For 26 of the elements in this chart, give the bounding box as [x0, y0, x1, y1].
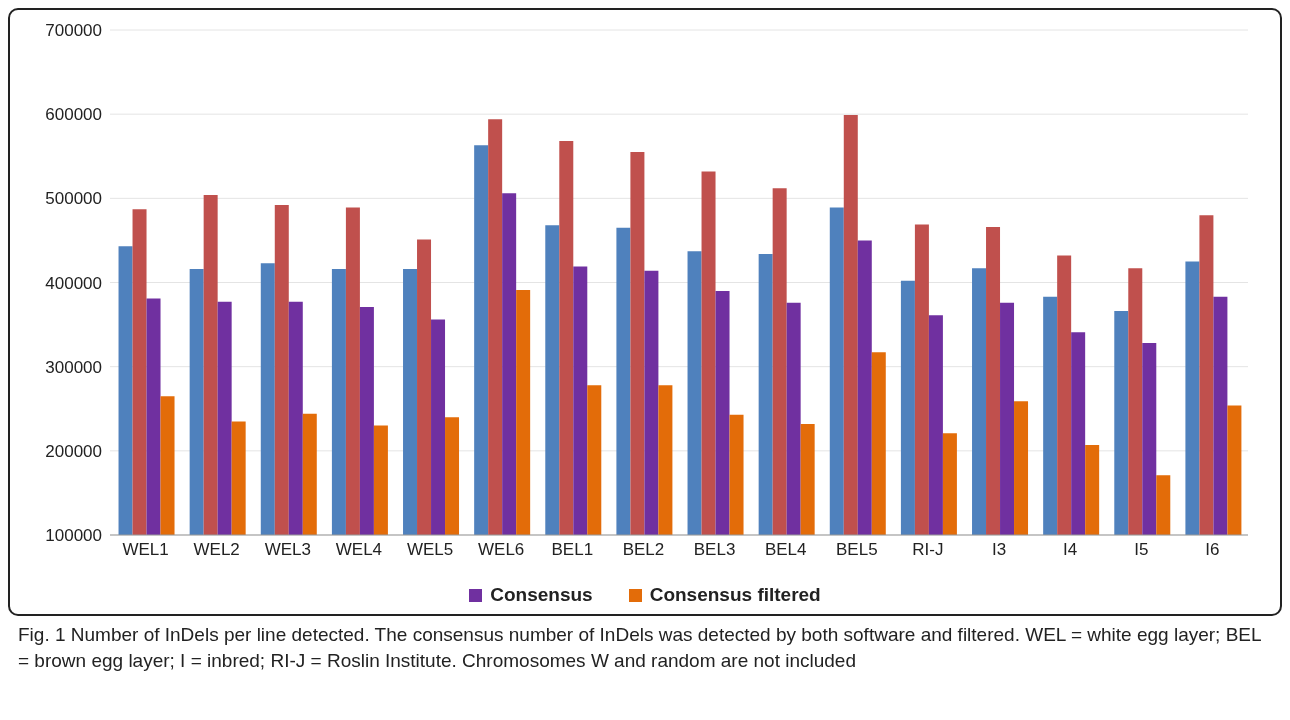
x-tick-label: BEL4	[764, 540, 807, 560]
x-tick-label: WEL1	[122, 540, 169, 560]
x-tick-label: WEL6	[478, 540, 525, 560]
x-tick-label: WEL5	[406, 540, 454, 560]
x-tick-label: BEL3	[693, 540, 736, 560]
x-tick-label: I5	[1134, 540, 1149, 560]
x-tick-label: WEL4	[335, 540, 383, 560]
x-tick-label: BEL5	[836, 540, 878, 560]
caption: Fig. 1 Number of InDels per line detected. The consensus number of InDels was detected by both software and filtered. WEL = white egg layer; BEL = brown egg layer; I = inbred; RI-J = Roslin Institute. Chromosomes W and random are not included	[17, 623, 1262, 673]
x-tick-label: I6	[1205, 540, 1220, 560]
x-tick-label: WEL3	[264, 540, 311, 560]
y-tick-label: 400000	[45, 273, 102, 293]
y-tick-label: 100000	[45, 526, 102, 546]
legend-label: Consensus	[490, 584, 593, 606]
y-tick-label: 600000	[45, 105, 102, 125]
x-tick-label: I4	[1063, 540, 1078, 560]
x-tick-label: WEL2	[193, 540, 240, 560]
y-tick-label: 200000	[45, 441, 102, 461]
legend-label: Consensus filtered	[649, 584, 821, 606]
x-tick-label: BEL1	[551, 540, 594, 560]
y-tick-label: 300000	[45, 357, 102, 377]
x-tick-label: I3	[991, 540, 1007, 560]
x-tick-label: BEL2	[622, 540, 665, 560]
x-tick-label: RI-J	[912, 540, 944, 560]
y-tick-label: 500000	[45, 189, 102, 209]
y-tick-label: 700000	[45, 21, 102, 41]
